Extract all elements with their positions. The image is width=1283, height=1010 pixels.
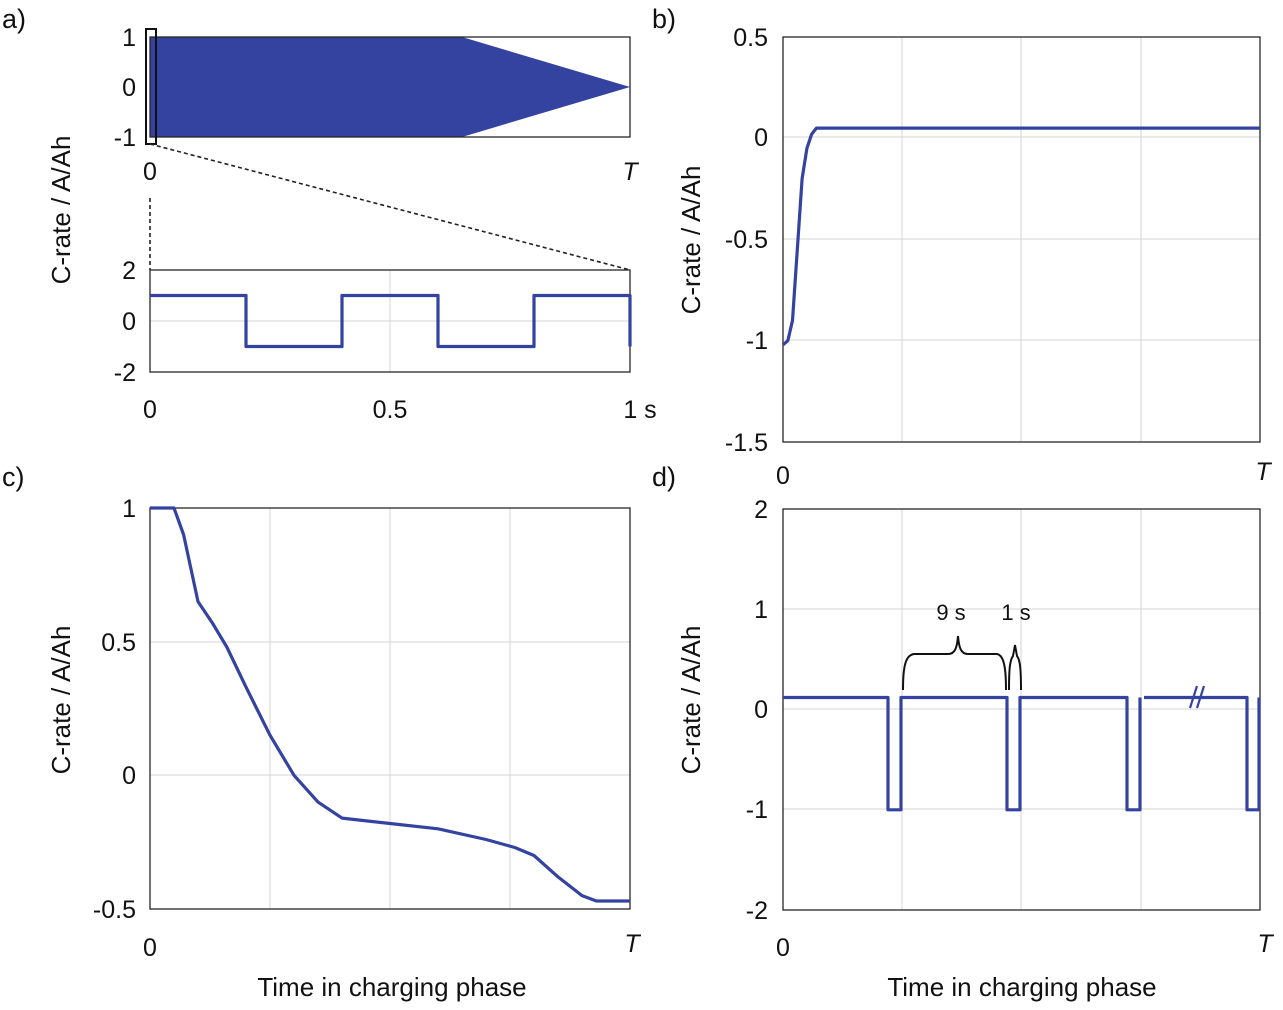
x-tick-label: 0 <box>776 462 790 490</box>
brace-1s <box>1008 644 1022 691</box>
axes-frame <box>782 36 1261 443</box>
y-tick-label: -0.5 <box>93 896 136 924</box>
panel-b-ylabel: C-rate / A/Ah <box>676 166 706 315</box>
x-tick-label: 0.5 <box>373 396 408 424</box>
y-tick-label: -1 <box>746 327 768 355</box>
y-tick-label: 0 <box>754 124 768 152</box>
panel-b: b) C-rate / A/Ah 0.5 0 -0.5 -1 -1.5 0 T <box>652 4 1272 490</box>
y-tick-label: -1 <box>114 124 136 152</box>
panel-d-ylabel: C-rate / A/Ah <box>676 626 706 775</box>
y-tick-label: 0.5 <box>101 629 136 657</box>
y-tick-label: 1 <box>122 495 136 523</box>
x-tick-label: T <box>624 930 641 958</box>
series-a-envelope-area <box>150 37 630 137</box>
y-tick-label: 2 <box>754 496 768 524</box>
annotation-9s: 9 s <box>936 600 965 625</box>
panel-b-grid <box>783 37 1260 442</box>
series-c-line <box>150 506 630 903</box>
x-tick-label: T <box>622 158 639 186</box>
panel-d-xlabel: Time in charging phase <box>887 972 1156 1002</box>
panel-a-zoom: 2 0 -2 0 0.5 1 s <box>114 257 657 424</box>
panel-c-xlabel: Time in charging phase <box>257 972 526 1002</box>
x-tick-label: T <box>1255 458 1272 486</box>
axes-frame <box>149 507 631 910</box>
y-tick-label: 0 <box>122 762 136 790</box>
y-tick-label: 1 <box>122 24 136 52</box>
y-tick-label: 2 <box>122 257 136 285</box>
panel-a-label: a) <box>2 4 26 34</box>
y-tick-label: 0 <box>754 696 768 724</box>
panel-a: a) C-rate / A/Ah 1 0 -1 0 T 2 0 -2 0 <box>2 4 657 424</box>
y-tick-label: -1.5 <box>725 429 768 457</box>
panel-a-overview: 1 0 -1 0 T <box>114 24 640 186</box>
y-tick-label: 0.5 <box>733 24 768 52</box>
panel-d: d) C-rate / A/Ah 9 s 1 s 2 1 0 -1 -2 0 T… <box>652 462 1274 1002</box>
y-tick-label: -1 <box>746 796 768 824</box>
zoom-connector <box>149 143 631 271</box>
x-tick-label: 1 s <box>623 396 656 424</box>
y-tick-label: -0.5 <box>725 226 768 254</box>
series-a-zoom-line <box>150 293 632 349</box>
x-tick-label: 0 <box>143 396 157 424</box>
x-tick-label: T <box>1257 930 1274 958</box>
series-b-line <box>781 126 1260 347</box>
brace-9s <box>902 635 1007 691</box>
y-tick-label: 1 <box>754 596 768 624</box>
panel-c-ylabel: C-rate / A/Ah <box>46 626 76 775</box>
series-d-pulse-line <box>783 695 1261 812</box>
panel-b-label: b) <box>652 4 676 34</box>
x-tick-label: 0 <box>776 934 790 962</box>
y-tick-label: 0 <box>122 308 136 336</box>
y-tick-label: -2 <box>746 897 768 925</box>
x-tick-label: 0 <box>143 158 157 186</box>
y-tick-label: -2 <box>114 359 136 387</box>
panel-c-grid <box>150 508 630 909</box>
panel-d-label: d) <box>652 462 676 492</box>
panel-a-ylabel: C-rate / A/Ah <box>46 136 76 285</box>
axis-break-marker <box>1188 685 1206 709</box>
panel-c: c) C-rate / A/Ah 1 0.5 0 -0.5 0 T Time i… <box>2 462 641 1002</box>
y-tick-label: 0 <box>122 74 136 102</box>
annotation-1s: 1 s <box>1001 600 1030 625</box>
axes-frame <box>149 36 631 138</box>
panel-c-label: c) <box>2 462 25 492</box>
x-tick-label: 0 <box>143 934 157 962</box>
